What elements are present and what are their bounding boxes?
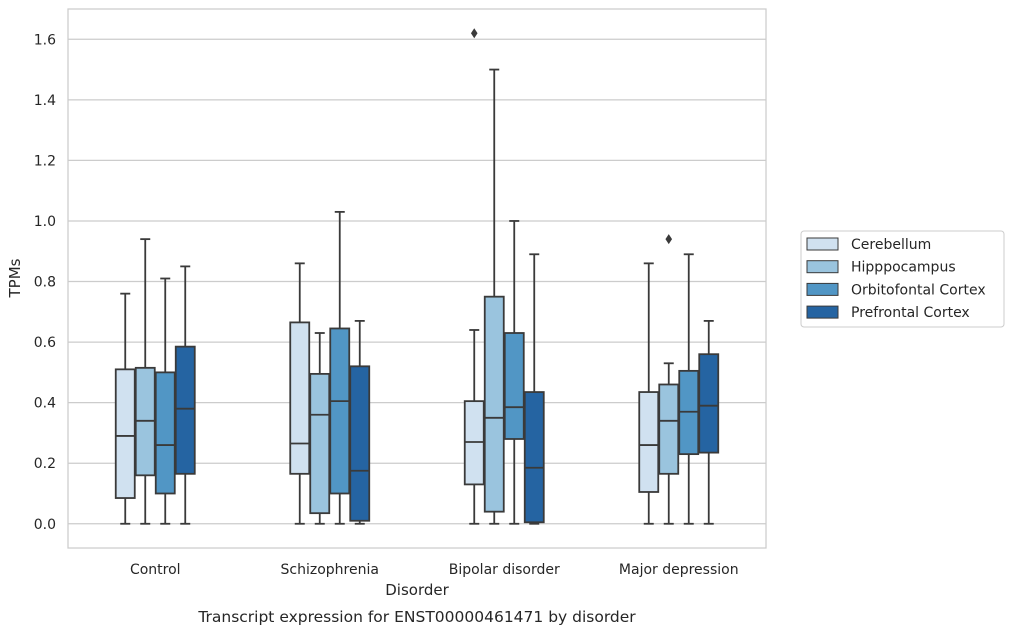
box-iqr [638, 391, 660, 493]
y-tick-label: 1.4 [34, 93, 56, 109]
box-iqr [483, 295, 505, 513]
box-iqr [309, 372, 331, 515]
legend-frame [800, 230, 1005, 328]
box-orbitofontal-cortex [503, 220, 525, 525]
y-axis-label: TPMs [6, 258, 24, 298]
legend-label: Orbitofontal Cortex [851, 282, 986, 298]
legend-swatch [806, 260, 839, 274]
legend-label: Cerebellum [851, 237, 931, 253]
box-prefrontal-cortex [174, 265, 196, 525]
box-prefrontal-cortex [698, 319, 720, 525]
x-axis-ticks: Control Schizophrenia Bipolar disorder Majo… [130, 562, 739, 578]
legend-swatch [806, 237, 839, 251]
y-tick-label: 0.2 [34, 456, 56, 472]
box-iqr [503, 332, 525, 440]
x-tick-label: Control [130, 562, 181, 578]
box-iqr [114, 368, 136, 499]
boxes [114, 28, 720, 525]
y-axis-ticks: 0.0 0.2 0.4 0.6 0.8 1.0 1.2 1.4 1.6 [34, 32, 56, 532]
x-tick-label: Schizophrenia [281, 562, 379, 578]
box-hipppocampus [309, 332, 331, 525]
box-iqr [658, 383, 680, 475]
box-cerebellum [463, 28, 485, 525]
box-prefrontal-cortex [523, 253, 545, 525]
y-tick-label: 0.4 [34, 396, 56, 412]
box-hipppocampus [483, 68, 505, 525]
y-tick-label: 1.2 [34, 153, 56, 169]
legend: Cerebellum Hipppocampus Orbitofontal Corte… [800, 230, 1005, 328]
box-cerebellum [638, 262, 660, 525]
x-tick-label: Major depression [619, 562, 739, 578]
legend-swatch [806, 305, 839, 319]
box-iqr [698, 353, 720, 454]
x-tick-label: Bipolar disorder [449, 562, 560, 578]
box-iqr [523, 391, 545, 524]
box-iqr [329, 327, 351, 495]
y-tick-label: 1.6 [34, 32, 56, 48]
box-orbitofontal-cortex [678, 253, 700, 525]
legend-label: Prefrontal Cortex [851, 305, 970, 321]
legend-label: Hipppocampus [851, 260, 956, 276]
box-prefrontal-cortex [349, 319, 371, 525]
chart-caption: Transcript expression for ENST0000046147… [197, 608, 636, 626]
box-iqr [289, 321, 311, 475]
box-orbitofontal-cortex [329, 210, 351, 525]
box-hipppocampus [658, 234, 680, 525]
box-iqr [349, 365, 371, 522]
box-orbitofontal-cortex [154, 277, 176, 525]
y-tick-label: 1.0 [34, 214, 56, 230]
y-tick-label: 0.0 [34, 517, 56, 533]
box-cerebellum [114, 292, 136, 525]
outlier-marker [470, 28, 478, 39]
outlier-marker [665, 234, 673, 245]
plot-area-frame [67, 8, 767, 549]
box-iqr [174, 345, 196, 475]
box-hipppocampus [134, 238, 156, 525]
x-axis-label: Disorder [385, 581, 449, 599]
y-tick-label: 0.6 [34, 335, 56, 351]
box-cerebellum [289, 262, 311, 525]
y-tick-label: 0.8 [34, 275, 56, 291]
box-iqr [154, 371, 176, 495]
legend-swatch [806, 282, 839, 296]
